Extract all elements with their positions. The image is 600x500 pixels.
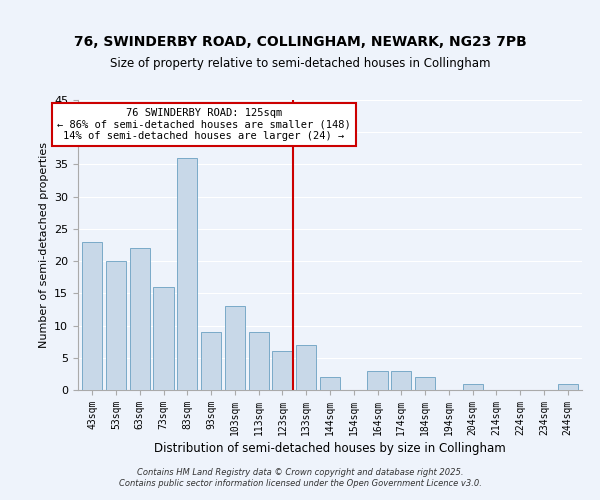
Bar [130,248,150,390]
Bar [557,384,578,390]
Bar [106,261,126,390]
Bar [415,377,435,390]
Bar [225,306,245,390]
Bar [391,370,412,390]
Bar [272,352,293,390]
Bar [367,370,388,390]
Bar [177,158,197,390]
Text: 76, SWINDERBY ROAD, COLLINGHAM, NEWARK, NG23 7PB: 76, SWINDERBY ROAD, COLLINGHAM, NEWARK, … [74,35,526,49]
Text: 76 SWINDERBY ROAD: 125sqm
← 86% of semi-detached houses are smaller (148)
14% of: 76 SWINDERBY ROAD: 125sqm ← 86% of semi-… [57,108,351,141]
X-axis label: Distribution of semi-detached houses by size in Collingham: Distribution of semi-detached houses by … [154,442,506,455]
Bar [154,287,173,390]
Bar [82,242,103,390]
Bar [248,332,269,390]
Text: Size of property relative to semi-detached houses in Collingham: Size of property relative to semi-detach… [110,58,490,70]
Y-axis label: Number of semi-detached properties: Number of semi-detached properties [38,142,49,348]
Text: Contains HM Land Registry data © Crown copyright and database right 2025.
Contai: Contains HM Land Registry data © Crown c… [119,468,481,487]
Bar [463,384,483,390]
Bar [320,377,340,390]
Bar [201,332,221,390]
Bar [296,345,316,390]
